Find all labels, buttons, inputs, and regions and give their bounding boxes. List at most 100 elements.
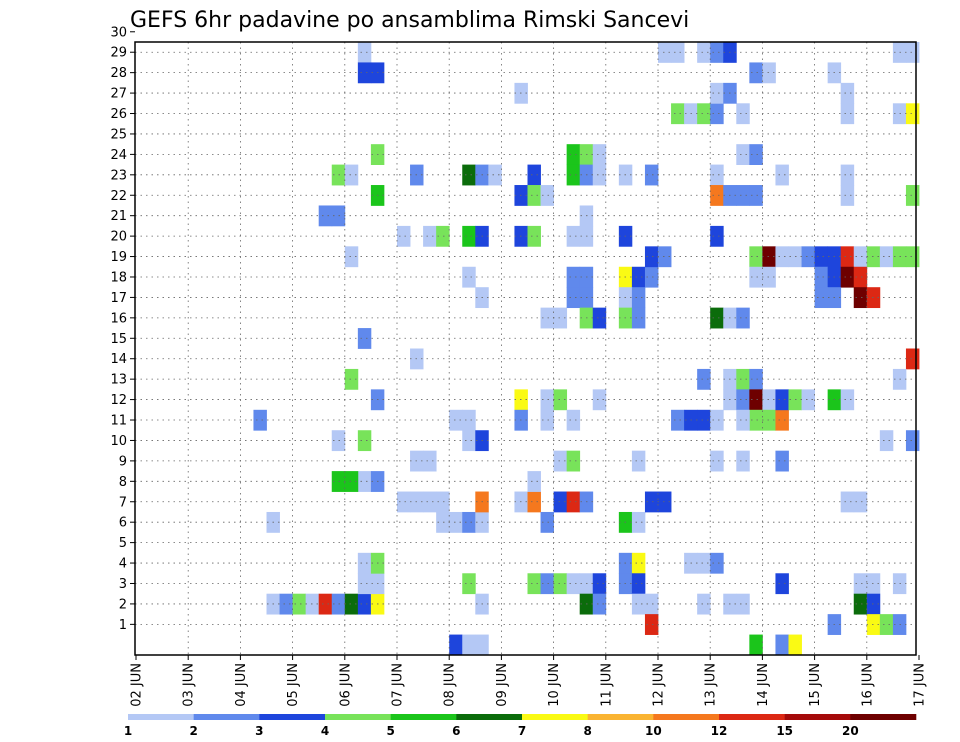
heatmap-cell [905,42,920,63]
colorbar-label: 7 [518,724,526,738]
heatmap-cell [840,491,855,513]
x-tick-label: 02 JUN [130,663,145,707]
heatmap-cell [697,409,711,431]
heatmap-cell [775,634,789,656]
y-tick-label: 3 [119,577,127,592]
heatmap-cell [866,287,881,309]
heatmap-cell [449,409,463,431]
heatmap-cell [671,42,685,63]
colorbar-label: 5 [386,724,394,738]
heatmap-cell [344,368,359,390]
heatmap-cell [853,266,868,288]
heatmap-cell [710,409,724,431]
heatmap-cell [697,552,711,574]
y-tick-label: 30 [110,25,127,40]
heatmap-cell [736,368,750,390]
heatmap-cell [879,246,894,268]
heatmap-cell [710,185,724,206]
heatmap-cell [462,164,476,186]
x-tick-label: 09 JUN [495,663,510,707]
colorbar-label: 12 [711,724,728,738]
heatmap-cell [671,409,685,431]
y-tick-label: 8 [119,475,127,490]
gridlines [135,42,916,655]
heatmap-cell [644,164,659,186]
heatmap-cell [905,430,920,452]
colorbar-label: 4 [321,724,329,738]
heatmap-cell [749,634,763,656]
heatmap-cell [462,266,476,288]
y-tick-label: 13 [110,373,127,388]
x-tick-label: 08 JUN [443,663,458,707]
heatmap-cell [853,287,868,309]
heatmap-cell [357,62,372,84]
heatmap-cell [540,185,554,206]
heatmap-cell [292,593,307,615]
x-tick-label: 07 JUN [391,663,406,707]
heatmap-cell [762,389,776,411]
heatmap-cell [357,42,372,63]
colorbar-swatch [850,714,917,720]
heatmap-cell [397,225,411,247]
heatmap-cell [736,103,750,125]
x-tick-label: 11 JUN [599,663,614,707]
colorbar-swatch [193,714,260,720]
heatmap-cell [866,614,881,635]
heatmap-cell [331,593,346,615]
colorbar-label: 6 [452,724,460,738]
heatmap-cell [566,144,581,165]
heatmap-cell [814,287,829,309]
y-tick-label: 11 [110,414,127,429]
heatmap-cell [866,593,881,615]
heatmap-cell [527,185,541,206]
colorbar-swatch [259,714,326,720]
x-tick-label: 15 JUN [808,663,823,707]
heatmap-cell [318,205,333,227]
y-tick-label: 24 [110,148,127,163]
heatmap-cell [801,389,815,411]
x-tick-label: 16 JUN [860,663,875,707]
heatmap-cell [762,409,776,431]
heatmap-cell [853,573,868,595]
heatmap-cell [775,389,789,411]
heatmap-cell [840,389,855,411]
heatmap-cell [344,593,359,615]
colorbar-label: 8 [583,724,591,738]
heatmap-cell [644,266,659,288]
heatmap-cell [775,409,789,431]
colorbar-swatch [653,714,720,720]
heatmap-cell [710,103,724,125]
heatmap-cell [449,511,463,533]
heatmap-cell [749,62,763,84]
colorbar-swatch [587,714,654,720]
heatmap-cell [436,491,450,513]
heatmap-cell [710,225,724,247]
heatmap-cell [475,634,489,656]
y-tick-label: 16 [110,311,127,326]
heatmap-cell [853,593,868,615]
y-tick-label: 25 [110,127,127,142]
heatmap-cell [840,103,855,125]
heatmap-cell [749,389,763,411]
colorbar-swatch [325,714,391,720]
heatmap-cell [749,185,763,206]
x-tick-label: 13 JUN [704,663,719,707]
heatmap-cell [540,573,554,595]
heatmap-cell [840,266,855,288]
heatmap-cell [631,552,646,574]
heatmap-cell [397,491,411,513]
heatmap-cell [749,246,763,268]
heatmap-cell [488,164,502,186]
heatmap-cell [331,430,346,452]
heatmap-cell [566,266,581,288]
x-tick-label: 14 JUN [756,663,771,707]
heatmap-cell [814,246,829,268]
heatmap-cell [592,573,607,595]
heatmap-cell [775,246,789,268]
colorbar: 1 2 3 4 5 6 7 8 10 12 15 20 [124,714,917,738]
heatmap-cell [423,225,437,247]
heatmap-cell [762,266,776,288]
heatmap-cell [553,389,568,411]
heatmap-cell [840,185,855,206]
